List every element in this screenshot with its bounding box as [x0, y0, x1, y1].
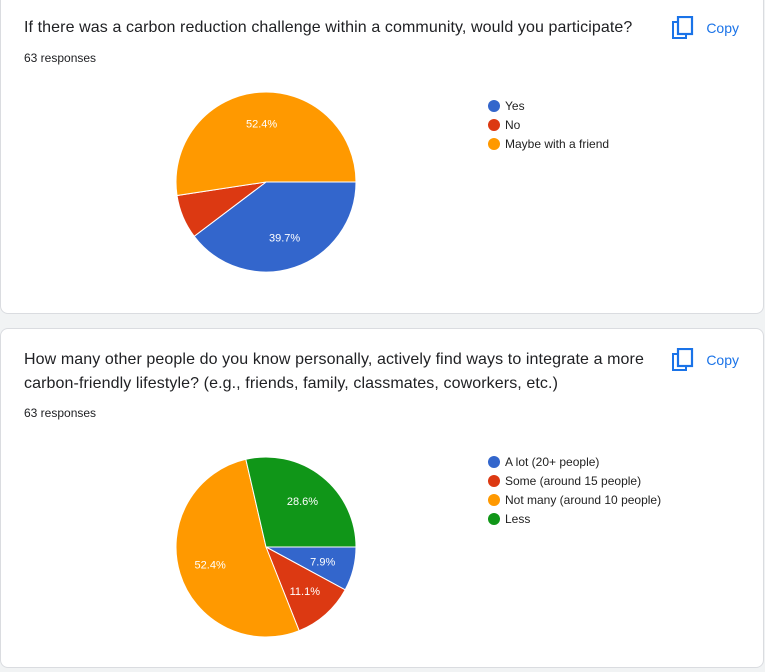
question-title: If there was a carbon reduction challeng…: [24, 19, 633, 36]
copy-button-label: Copy: [706, 352, 739, 368]
legend-label: No: [505, 117, 521, 132]
legend-swatch: [488, 493, 500, 506]
pie-data-label: 52.4%: [195, 559, 226, 571]
legend-label: Yes: [505, 98, 525, 113]
legend-item: Not many (around 10 people): [488, 490, 661, 509]
legend-label: A lot (20+ people): [505, 454, 600, 469]
copy-button-label: Copy: [706, 20, 739, 36]
copy-icon: [672, 348, 694, 371]
legend-swatch: [488, 512, 500, 525]
legend-swatch: [488, 137, 500, 150]
legend-item: Maybe with a friend: [488, 134, 609, 153]
question-card-1: If there was a carbon reduction challeng…: [0, 0, 764, 314]
legend-swatch: [488, 99, 500, 112]
legend-item: Some (around 15 people): [488, 471, 661, 490]
chart-legend: A lot (20+ people) Some (around 15 people…: [488, 452, 661, 528]
legend-label: Maybe with a friend: [505, 136, 610, 151]
legend-item: A lot (20+ people): [488, 452, 661, 471]
response-count: 63 responses: [24, 51, 97, 65]
copy-icon: [672, 16, 694, 39]
question-title: How many other people do you know person…: [24, 351, 644, 392]
pie-chart: 7.9% 11.1% 52.4% 28.6%: [175, 456, 357, 638]
response-count: 63 responses: [24, 406, 97, 420]
legend-label: Not many (around 10 people): [505, 492, 662, 507]
copy-button[interactable]: Copy: [672, 348, 739, 372]
pie-data-label: 28.6%: [287, 496, 318, 508]
pie-data-label: 39.7%: [269, 232, 300, 244]
legend-item: Less: [488, 509, 661, 528]
copy-button[interactable]: Copy: [672, 16, 739, 40]
pie-slice: [175, 458, 300, 638]
legend-swatch: [488, 455, 500, 468]
pie-data-label: 7.9%: [310, 556, 335, 568]
legend-item: No: [488, 115, 609, 134]
pie-slice: [175, 91, 357, 197]
legend-item: Yes: [488, 96, 609, 115]
pie-slice: [193, 181, 357, 273]
legend-swatch: [488, 118, 500, 131]
pie-chart: 39.7% 52.4%: [175, 91, 357, 273]
question-card-2: How many other people do you know person…: [0, 328, 764, 668]
chart-legend: Yes No Maybe with a friend: [488, 96, 609, 153]
pie-data-label: 11.1%: [290, 586, 321, 598]
pie-slice: [245, 456, 357, 548]
legend-swatch: [488, 474, 500, 487]
legend-label: Less: [505, 511, 531, 526]
legend-label: Some (around 15 people): [505, 473, 642, 488]
pie-data-label: 52.4%: [246, 119, 277, 131]
